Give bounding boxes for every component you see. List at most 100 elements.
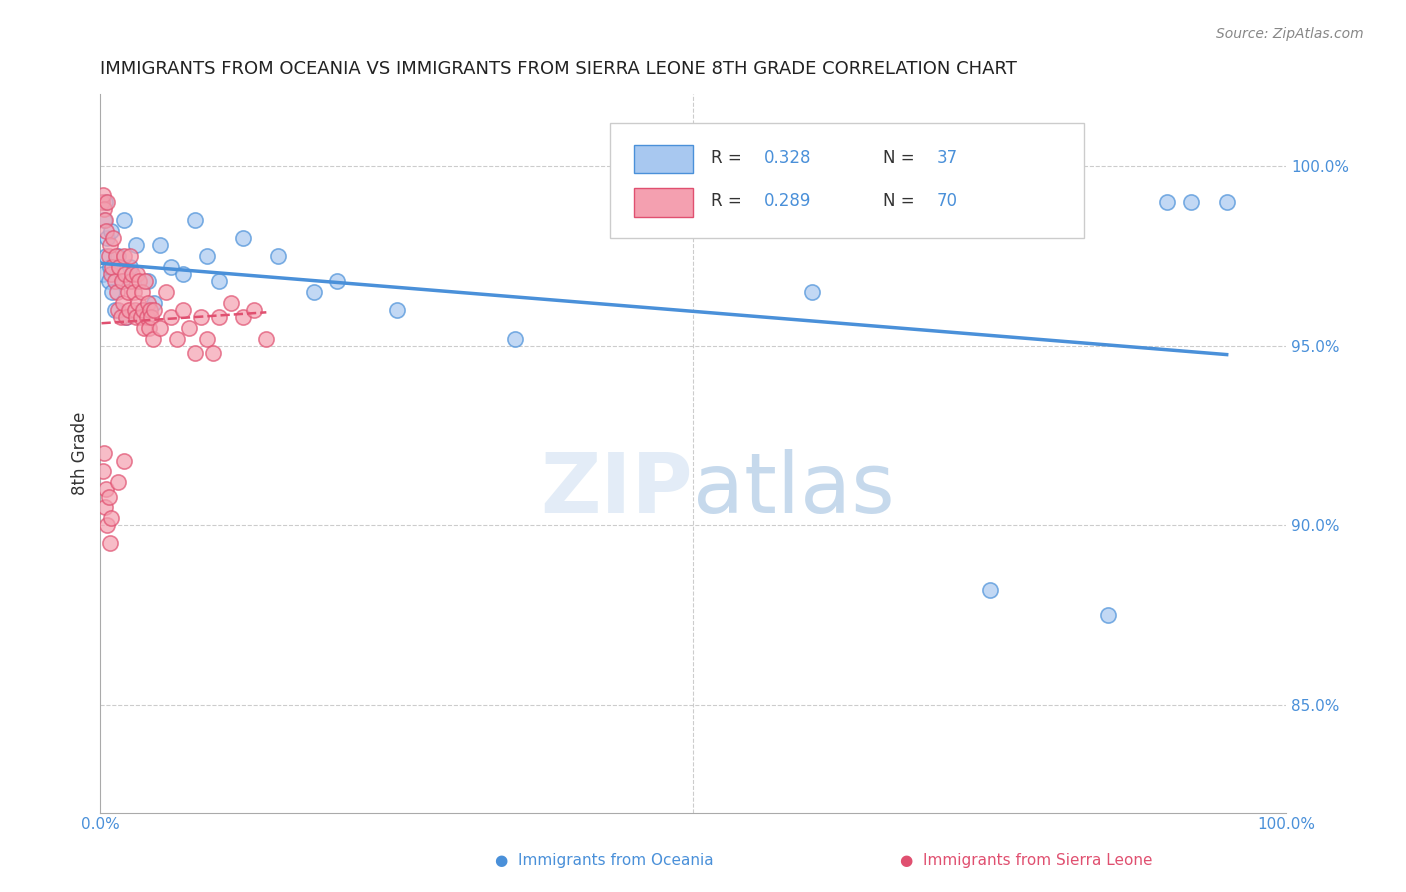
- Point: [149, 238, 172, 252]
- Point: [135, 310, 157, 324]
- Point: [122, 285, 145, 299]
- Point: [138, 321, 160, 335]
- Point: [136, 274, 159, 288]
- Point: [172, 302, 194, 317]
- Point: [267, 249, 290, 263]
- Point: [118, 302, 141, 317]
- Point: [101, 285, 124, 299]
- Point: [184, 346, 207, 360]
- Point: [166, 332, 188, 346]
- Y-axis label: 8th Grade: 8th Grade: [72, 412, 89, 495]
- Point: [100, 267, 122, 281]
- Text: 0.328: 0.328: [765, 149, 811, 167]
- Point: [208, 274, 231, 288]
- Point: [96, 195, 118, 210]
- Point: [100, 511, 122, 525]
- Point: [111, 274, 134, 288]
- Point: [96, 518, 118, 533]
- Point: [1215, 195, 1237, 210]
- Point: [112, 213, 135, 227]
- Point: [96, 224, 118, 238]
- Point: [201, 346, 224, 360]
- Text: 70: 70: [936, 192, 957, 210]
- Point: [141, 332, 163, 346]
- Point: [232, 231, 254, 245]
- Point: [115, 310, 138, 324]
- Point: [120, 274, 142, 288]
- Point: [141, 310, 163, 324]
- Point: [91, 267, 114, 281]
- Point: [94, 500, 117, 515]
- Point: [232, 310, 254, 324]
- Point: [136, 295, 159, 310]
- Text: R =: R =: [711, 192, 747, 210]
- Point: [107, 249, 129, 263]
- Point: [104, 249, 127, 263]
- Point: [103, 274, 125, 288]
- Text: atlas: atlas: [693, 449, 894, 530]
- Point: [108, 260, 131, 274]
- Text: 0.289: 0.289: [765, 192, 811, 210]
- Point: [155, 285, 177, 299]
- Point: [98, 536, 121, 550]
- Point: [195, 249, 218, 263]
- Point: [134, 274, 156, 288]
- Point: [103, 231, 125, 245]
- Text: N =: N =: [883, 149, 920, 167]
- Point: [101, 260, 124, 274]
- Point: [111, 274, 134, 288]
- Point: [115, 310, 138, 324]
- Point: [131, 302, 153, 317]
- Text: Source: ZipAtlas.com: Source: ZipAtlas.com: [1216, 27, 1364, 41]
- Bar: [634, 188, 693, 217]
- Point: [91, 465, 114, 479]
- Point: [93, 202, 115, 217]
- Point: [505, 332, 527, 346]
- FancyBboxPatch shape: [610, 123, 1084, 238]
- Text: R =: R =: [711, 149, 747, 167]
- Point: [114, 267, 136, 281]
- Text: IMMIGRANTS FROM OCEANIA VS IMMIGRANTS FROM SIERRA LEONE 8TH GRADE CORRELATION CH: IMMIGRANTS FROM OCEANIA VS IMMIGRANTS FR…: [100, 60, 1017, 78]
- Point: [127, 267, 149, 281]
- Point: [254, 332, 277, 346]
- Point: [90, 195, 112, 210]
- Point: [142, 302, 165, 317]
- Text: ●  Immigrants from Oceania: ● Immigrants from Oceania: [495, 854, 714, 868]
- Point: [302, 285, 325, 299]
- Point: [125, 238, 148, 252]
- Point: [97, 490, 120, 504]
- Point: [112, 249, 135, 263]
- Text: N =: N =: [883, 192, 920, 210]
- Point: [117, 285, 139, 299]
- Point: [118, 249, 141, 263]
- Point: [96, 231, 118, 245]
- Point: [172, 267, 194, 281]
- Text: 37: 37: [936, 149, 957, 167]
- Point: [134, 321, 156, 335]
- Point: [100, 224, 122, 238]
- Point: [110, 310, 132, 324]
- Point: [128, 274, 150, 288]
- Point: [326, 274, 349, 288]
- Point: [107, 302, 129, 317]
- Point: [184, 213, 207, 227]
- Point: [127, 295, 149, 310]
- Point: [142, 295, 165, 310]
- Point: [1156, 195, 1178, 210]
- Point: [112, 453, 135, 467]
- Point: [98, 260, 121, 274]
- Point: [219, 295, 242, 310]
- Point: [97, 274, 120, 288]
- Point: [132, 302, 155, 317]
- Point: [1097, 608, 1119, 623]
- Point: [94, 195, 117, 210]
- Point: [243, 302, 266, 317]
- Point: [118, 260, 141, 274]
- Point: [93, 446, 115, 460]
- Point: [208, 310, 231, 324]
- Point: [125, 310, 148, 324]
- Point: [179, 321, 201, 335]
- Point: [195, 332, 218, 346]
- Point: [94, 213, 117, 227]
- Point: [139, 302, 162, 317]
